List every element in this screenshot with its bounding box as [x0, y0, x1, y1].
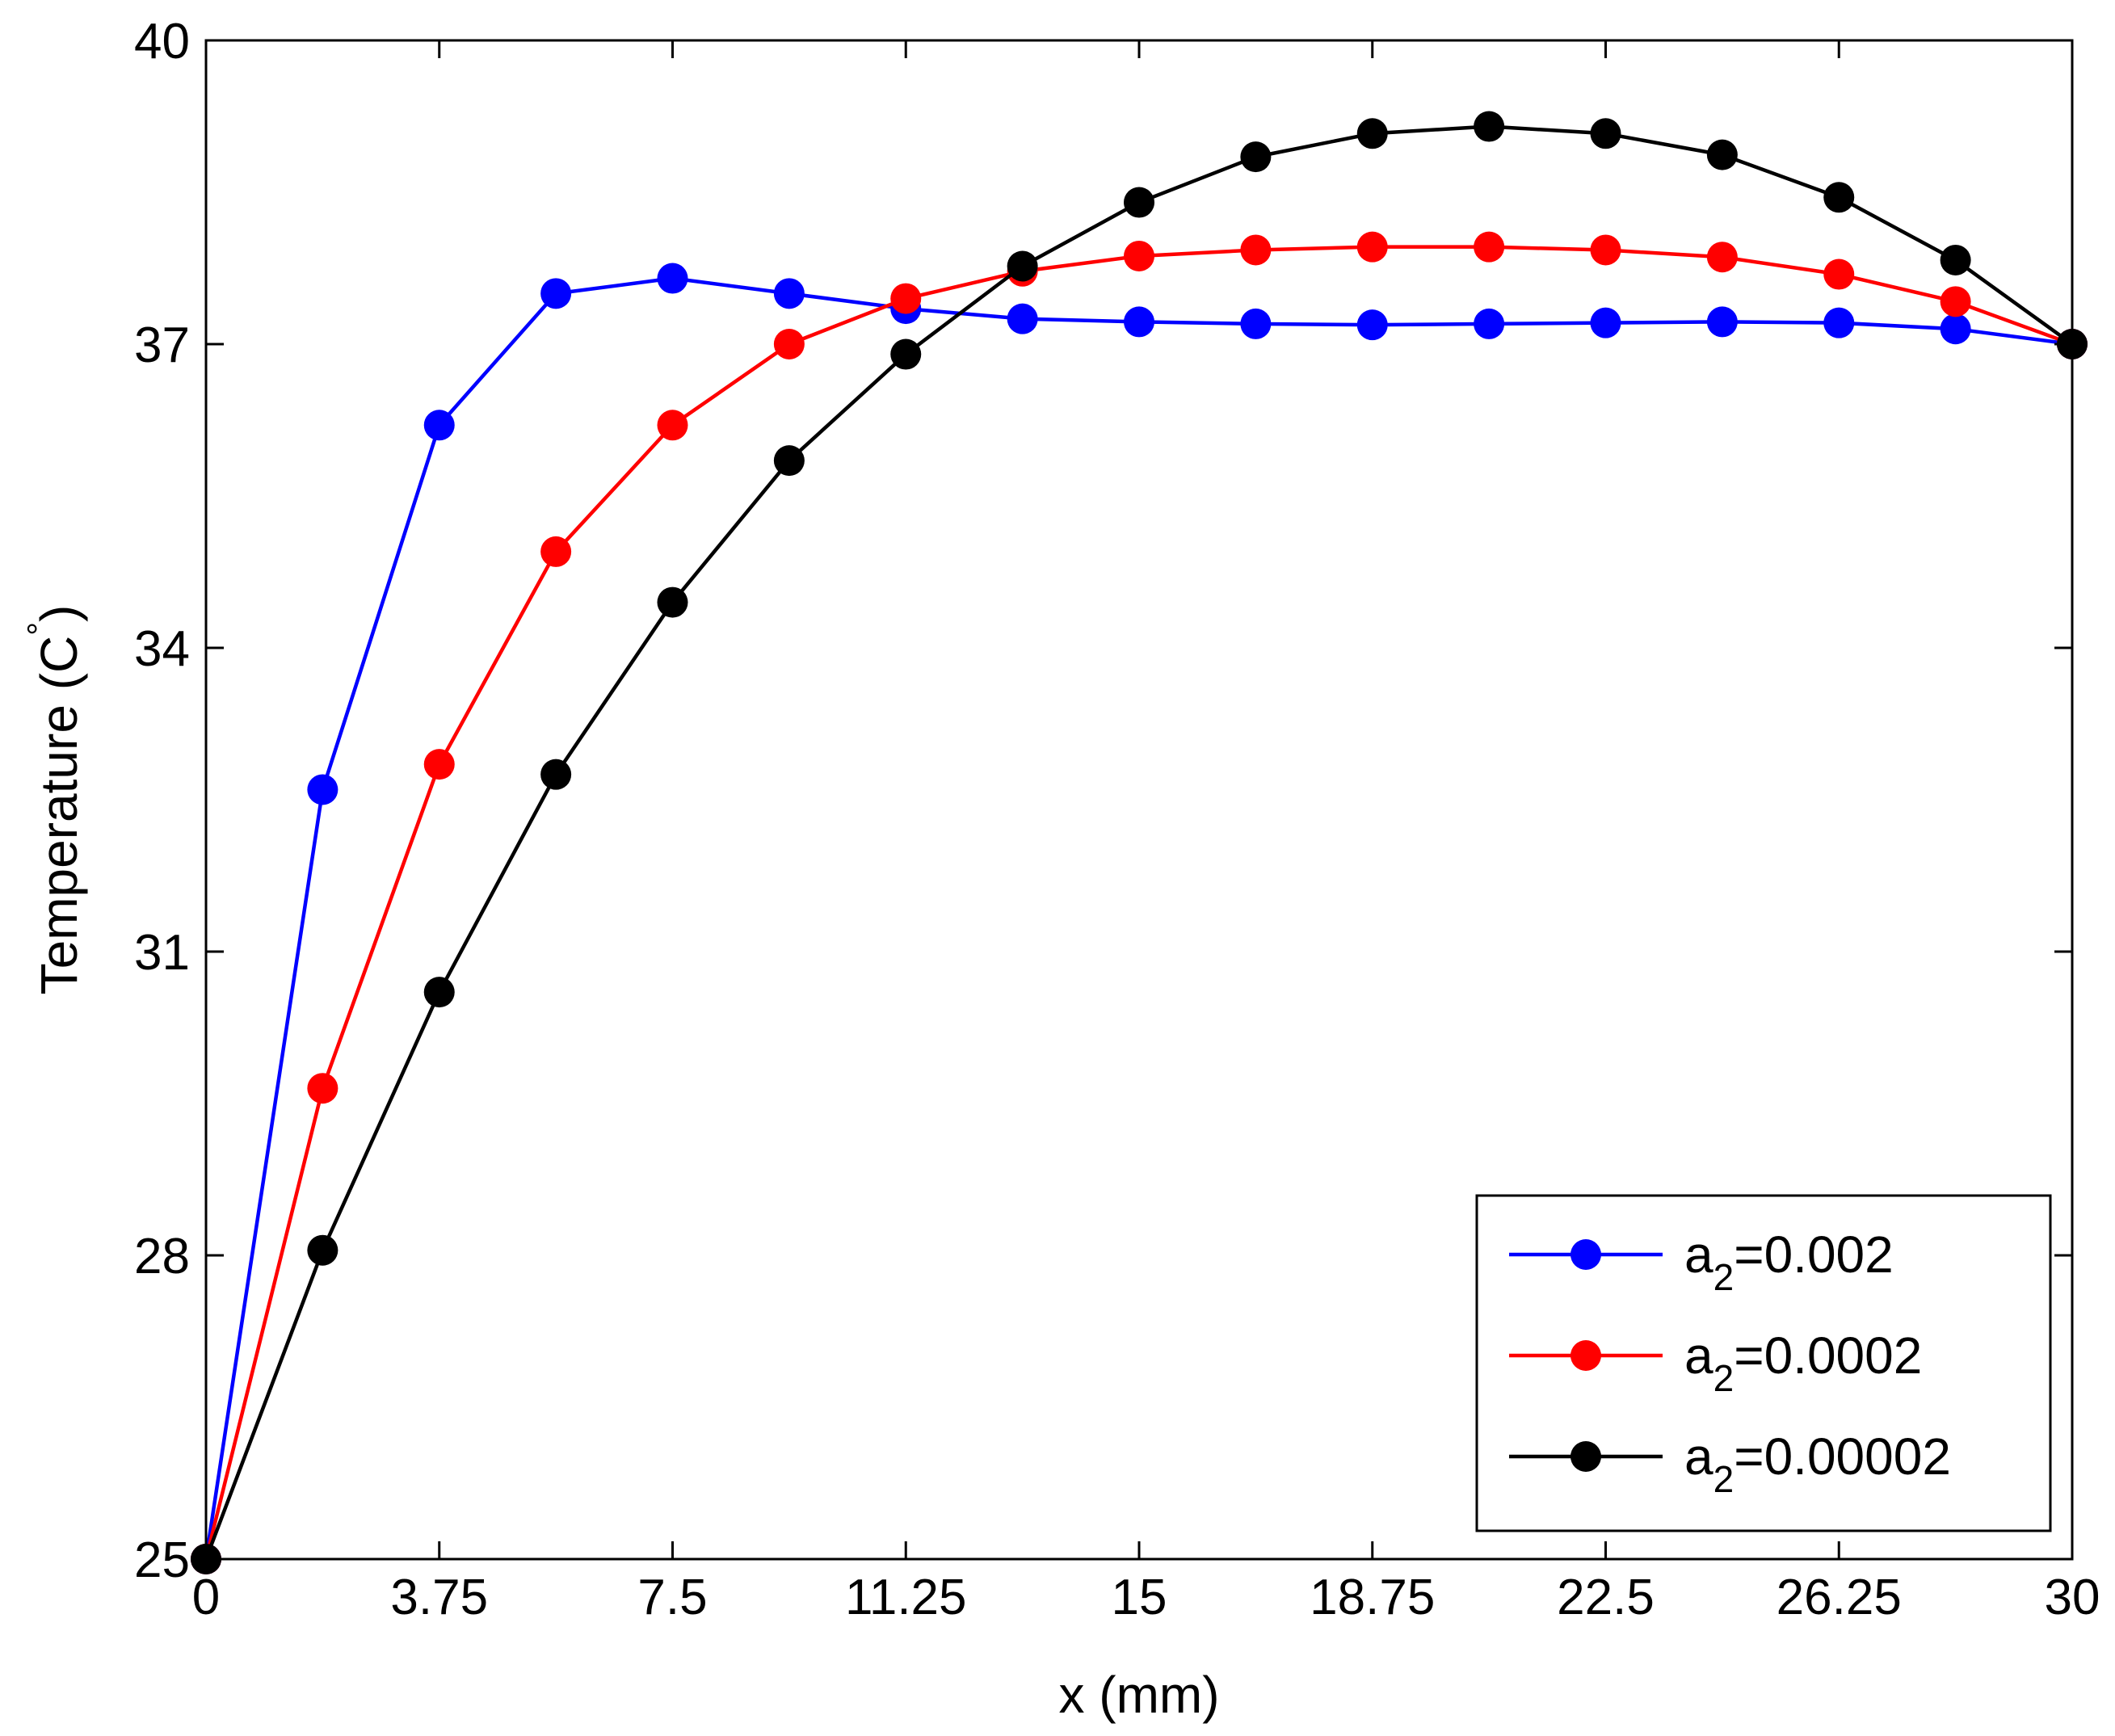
data-point [1356, 118, 1388, 149]
data-point [1474, 111, 1505, 142]
data-point [773, 278, 805, 309]
data-point [307, 1073, 338, 1104]
data-point [1124, 187, 1154, 218]
data-point [1240, 308, 1272, 339]
data-point [1124, 306, 1154, 338]
data-point [1940, 244, 1971, 275]
data-point [1823, 307, 1855, 338]
legend-label: a2=0.00002 [1684, 1427, 1951, 1500]
data-point [1590, 307, 1621, 338]
data-point [657, 586, 688, 618]
data-point [1240, 141, 1272, 173]
data-point [1007, 303, 1038, 334]
y-tick-label: 37 [134, 317, 190, 373]
data-point [1706, 139, 1738, 170]
x-tick-label: 26.25 [1777, 1570, 1902, 1625]
data-point [1940, 286, 1971, 317]
data-point [657, 410, 688, 441]
data-point [890, 338, 922, 370]
legend-marker [1570, 1340, 1601, 1371]
data-point [773, 329, 805, 359]
data-point [1240, 234, 1272, 266]
y-axis-title-close: ) [30, 605, 88, 622]
y-tick-label: 28 [134, 1229, 190, 1284]
x-tick-label: 7.5 [637, 1570, 707, 1625]
data-point [1823, 182, 1855, 213]
x-tick-label: 15 [1112, 1570, 1167, 1625]
data-point [423, 749, 455, 780]
y-axis-title-main: Temperature (C [30, 636, 88, 995]
data-point [890, 283, 922, 314]
data-point [657, 263, 688, 294]
data-point [1124, 240, 1154, 271]
data-point [307, 774, 338, 805]
data-point [423, 977, 455, 1008]
data-point [1940, 313, 1971, 345]
y-axis-title-degree: ° [20, 622, 58, 636]
data-point [773, 445, 805, 477]
legend-box [1475, 1194, 2052, 1532]
y-tick-label: 25 [134, 1532, 190, 1588]
legend-label: a2=0.0002 [1684, 1326, 1922, 1399]
legend-marker [1570, 1239, 1601, 1270]
data-point [540, 759, 572, 790]
data-point [1706, 306, 1738, 338]
data-point [540, 278, 572, 309]
y-tick-label: 34 [134, 621, 190, 677]
x-tick-label: 3.75 [390, 1570, 488, 1625]
legend-marker [1570, 1441, 1601, 1472]
data-point [1706, 242, 1738, 273]
y-tick-label: 40 [134, 14, 190, 69]
data-point [1590, 234, 1621, 266]
legend-label: a2=0.002 [1684, 1225, 1894, 1298]
data-point [1823, 259, 1855, 290]
legend: a2=0.002 a2=0.0002 a2=0.00002 [1475, 1194, 2052, 1532]
data-point [1356, 231, 1388, 263]
data-point [1474, 308, 1505, 339]
x-tick-label: 11.25 [845, 1570, 967, 1625]
x-axis-title: x (mm) [1058, 1666, 1219, 1724]
data-point [423, 410, 455, 441]
x-tick-label: 30 [2045, 1570, 2100, 1625]
data-point [540, 536, 572, 567]
x-tick-label: 22.5 [1557, 1570, 1655, 1625]
y-axis-title: Temperature (C°) [20, 605, 88, 995]
x-tick-label: 0 [192, 1570, 220, 1625]
data-point [1474, 231, 1505, 263]
data-point [1007, 250, 1038, 282]
data-point [1356, 309, 1388, 341]
y-tick-label: 31 [134, 925, 190, 981]
data-point [1590, 118, 1621, 149]
x-tick-label: 18.75 [1310, 1570, 1435, 1625]
data-point [307, 1234, 338, 1266]
axes-frame [204, 39, 2074, 1561]
